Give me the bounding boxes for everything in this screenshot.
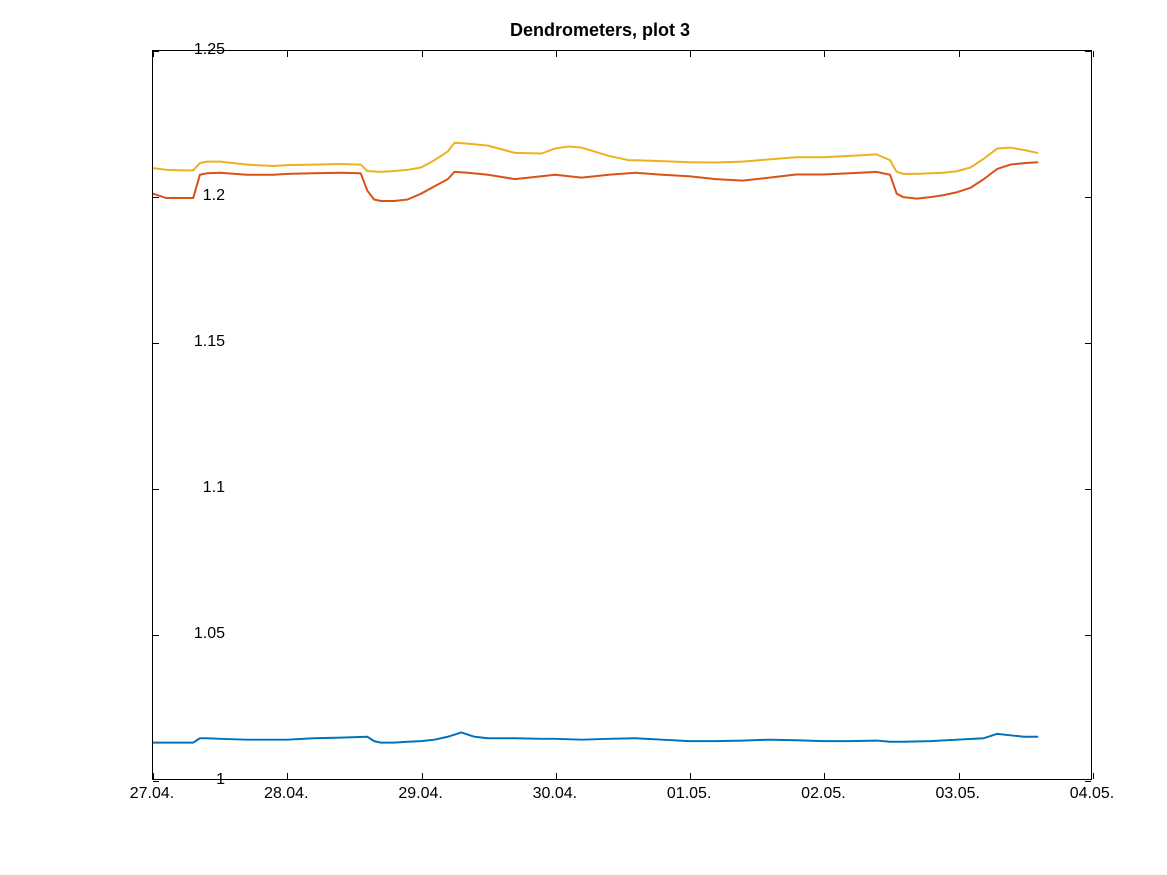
x-tick-label: 27.04. [130,785,174,803]
y-tick-mark [1085,781,1091,782]
y-tick-mark [153,197,159,198]
plot-area [152,50,1092,780]
x-tick-label: 01.05. [667,785,711,803]
x-tick-mark [1093,51,1094,57]
y-tick-label: 1.25 [194,41,225,59]
y-tick-label: 1.05 [194,625,225,643]
y-tick-mark [153,489,159,490]
x-tick-mark [1093,773,1094,779]
series-orange [153,162,1037,201]
x-tick-mark [690,773,691,779]
y-tick-label: 1.1 [203,479,225,497]
x-tick-mark [824,51,825,57]
y-tick-mark [1085,635,1091,636]
y-tick-label: 1.15 [194,333,225,351]
y-tick-mark [153,781,159,782]
x-tick-label: 30.04. [533,785,577,803]
y-tick-label: 1.2 [203,187,225,205]
y-tick-mark [1085,343,1091,344]
series-blue [153,732,1037,742]
x-tick-mark [287,773,288,779]
x-tick-label: 28.04. [264,785,308,803]
x-tick-mark [556,51,557,57]
x-tick-mark [824,773,825,779]
y-tick-label: 1 [216,771,225,789]
y-tick-mark [153,343,159,344]
y-tick-mark [1085,489,1091,490]
x-tick-mark [422,773,423,779]
x-tick-mark [287,51,288,57]
x-tick-mark [556,773,557,779]
chart-title: Dendrometers, plot 3 [510,20,690,41]
x-tick-label: 29.04. [398,785,442,803]
x-tick-mark [153,51,154,57]
x-tick-mark [153,773,154,779]
y-tick-mark [153,635,159,636]
x-tick-label: 03.05. [935,785,979,803]
chart-lines [153,51,1091,779]
x-tick-label: 02.05. [801,785,845,803]
series-yellow [153,143,1037,174]
y-tick-mark [1085,51,1091,52]
x-tick-mark [690,51,691,57]
x-tick-mark [422,51,423,57]
x-tick-mark [959,773,960,779]
x-tick-mark [959,51,960,57]
x-tick-label: 04.05. [1070,785,1114,803]
chart-container: Dendrometers, plot 3 1 1.05 1.1 1.15 1.2 1.25… [90,20,1110,820]
y-tick-mark [1085,197,1091,198]
